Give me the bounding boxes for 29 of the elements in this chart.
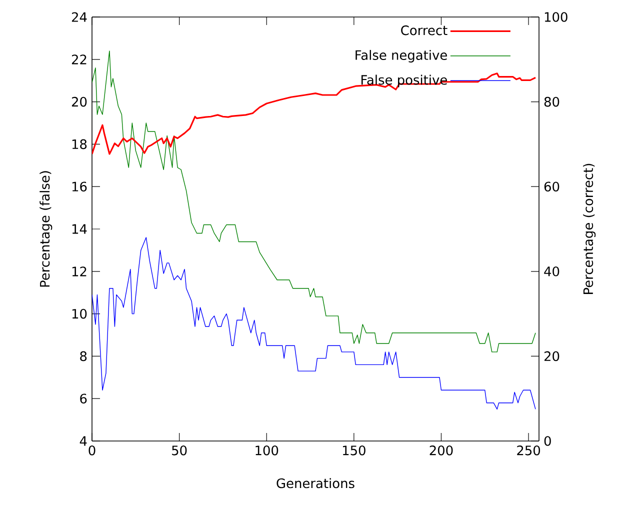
y2-tick-label: 60 [544,182,560,192]
y2-tick-label: 0 [544,436,551,446]
y-tick-label: 24 [72,12,87,22]
x-tick-label: 200 [430,446,453,456]
line-series [92,237,536,410]
y2-tick-label: 40 [544,266,560,276]
y-tick-label: 10 [72,308,87,319]
y2-axis-title: Percentage (correct) [583,164,596,294]
y-tick-label: 20 [72,96,87,107]
y2-tick-label: 100 [544,12,568,22]
x-tick-label: 150 [342,446,366,456]
y-tick-label: 16 [72,182,87,192]
legend-label: Correct [401,25,448,36]
y-tick-label: 8 [80,351,87,362]
legend-label: False negative [356,50,447,62]
x-axis-title: Generations [276,478,354,488]
y-tick-label: 12 [72,266,86,276]
y-tick-label: 14 [72,224,87,234]
x-tick-label: 0 [88,446,96,456]
x-tick-label: 250 [517,446,540,456]
y2-tick-label: 20 [544,351,560,362]
x-tick-label: 50 [172,446,187,456]
y-tick-label: 4 [80,436,87,446]
x-tick-label: 100 [256,446,278,456]
y-tick-label: 22 [72,54,86,64]
y-tick-label: 6 [80,394,87,404]
y2-tick-label: 80 [544,96,560,107]
y-tick-label: 18 [72,139,87,150]
y-axis-title: Percentage (false) [40,171,52,287]
